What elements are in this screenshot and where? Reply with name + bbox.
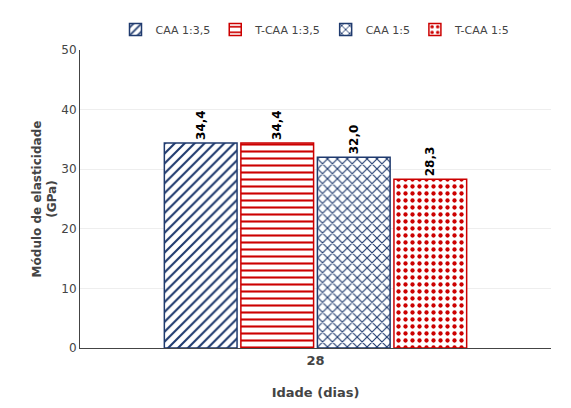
svg-text:T-CAA 1:5: T-CAA 1:5: [454, 24, 509, 37]
svg-text:40: 40: [61, 103, 76, 117]
svg-text:0: 0: [69, 341, 77, 355]
svg-text:Módulo de elasticidade(GPa): Módulo de elasticidade(GPa): [30, 121, 60, 278]
svg-text:10: 10: [61, 282, 76, 296]
svg-text:32,0: 32,0: [347, 125, 361, 155]
svg-text:T-CAA 1:3,5: T-CAA 1:3,5: [254, 24, 319, 37]
svg-text:50: 50: [61, 43, 76, 57]
svg-text:28: 28: [306, 353, 324, 368]
svg-text:Idade (dias): Idade (dias): [272, 385, 360, 400]
svg-text:34,4: 34,4: [194, 110, 208, 140]
svg-text:34,4: 34,4: [270, 110, 284, 140]
svg-text:20: 20: [61, 222, 76, 236]
svg-text:30: 30: [61, 162, 76, 176]
svg-text:28,3: 28,3: [423, 147, 437, 177]
svg-text:CAA 1:3,5: CAA 1:3,5: [156, 24, 211, 37]
svg-text:CAA 1:5: CAA 1:5: [366, 24, 410, 37]
